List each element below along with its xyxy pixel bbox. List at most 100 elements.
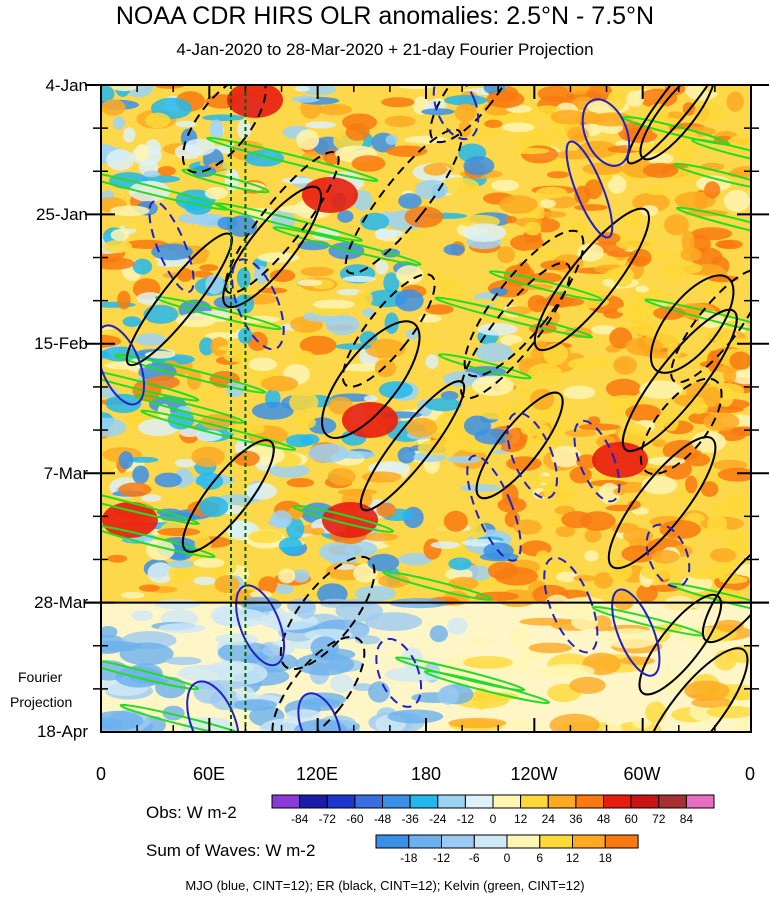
- colorbar-swatch: [539, 834, 574, 849]
- obs-cell: [337, 210, 354, 223]
- y-tick-label-3: 7-Mar: [43, 464, 88, 483]
- colorbar-tick-label: 72: [652, 812, 666, 826]
- er-contour: [475, 391, 564, 500]
- obs-cell: [101, 417, 127, 437]
- obs-cell: [134, 144, 149, 162]
- obs-cell: [652, 439, 667, 448]
- colorbar-swatch: [685, 794, 715, 809]
- obs-cell: [269, 269, 296, 282]
- obs-cell: [251, 401, 294, 420]
- obs-cell: [628, 500, 641, 510]
- kelvin-contour: [134, 393, 246, 424]
- obs-cell: [362, 308, 375, 317]
- obs-cell: [626, 90, 645, 107]
- kelvin-contour: [437, 353, 532, 380]
- obs-cell: [446, 455, 481, 464]
- colorbar-swatch: [437, 794, 466, 809]
- obs-cell: [542, 211, 567, 218]
- obs-cell: [448, 557, 472, 571]
- proj-cell: [571, 612, 599, 630]
- colorbar-tick-label: -18: [400, 851, 418, 865]
- obs-cell: [549, 234, 564, 243]
- obs-cell: [360, 212, 390, 231]
- obs-cell: [218, 345, 243, 352]
- colorbar-swatch: [575, 794, 605, 809]
- obs-cell: [638, 88, 678, 108]
- obs-cell: [613, 356, 638, 375]
- colorbar-swatch: [375, 834, 410, 849]
- obs-cell: [587, 416, 601, 426]
- x-tick-label-4: 120W: [510, 764, 558, 784]
- obs-cell: [101, 99, 126, 116]
- obs-cell: [577, 243, 604, 262]
- obs-cell: [310, 527, 325, 536]
- colorbar-swatch: [299, 794, 328, 809]
- obs-cell: [443, 510, 468, 532]
- obs-cell: [191, 446, 225, 467]
- wave-contours: [101, 85, 751, 732]
- obs-cell: [397, 446, 416, 464]
- proj-cell: [541, 663, 595, 679]
- obs-cell: [112, 116, 126, 130]
- obs-cell: [513, 519, 542, 535]
- obs-cell: [237, 119, 252, 140]
- obs-cell: [502, 122, 535, 133]
- obs-legend-label: Obs: W m-2: [146, 803, 237, 822]
- proj-cell: [101, 640, 142, 652]
- colorbar-swatch: [520, 794, 549, 809]
- obs-cell: [147, 562, 174, 584]
- proj-cell: [528, 642, 573, 654]
- colorbar-tick-label: 24: [541, 812, 555, 826]
- obs-cell: [681, 230, 695, 253]
- colorbar-tick-label: 84: [679, 812, 694, 826]
- proj-cell: [233, 699, 277, 711]
- obs-cell: [154, 472, 183, 488]
- obs-cell: [506, 456, 542, 472]
- obs-cell: [608, 560, 633, 582]
- obs-cell: [460, 484, 501, 492]
- y-tick-label-1: 25-Jan: [36, 205, 88, 224]
- obs-cell: [301, 85, 337, 96]
- obs-cell: [291, 95, 320, 103]
- obs-cell: [518, 249, 562, 260]
- colorbar-tick-label: 60: [624, 812, 638, 826]
- obs-cell: [297, 279, 323, 287]
- kelvin-contour: [101, 365, 200, 402]
- proj-cell: [603, 722, 623, 732]
- obs-cell: [175, 313, 217, 328]
- obs-cell: [700, 481, 719, 497]
- colorbar-swatch: [473, 834, 508, 849]
- chart-subtitle: 4-Jan-2020 to 28-Mar-2020 + 21-day Fouri…: [176, 40, 594, 59]
- mjo-contour: [506, 411, 558, 500]
- obs-cell: [723, 189, 751, 212]
- obs-cell: [610, 522, 640, 534]
- obs-cell: [248, 530, 283, 544]
- colorbar-tick-label: 6: [536, 851, 544, 865]
- colorbar-tick-label: -12: [456, 812, 475, 826]
- obs-cell: [546, 171, 570, 179]
- obs-cell: [381, 97, 415, 108]
- obs-cell: [293, 350, 315, 366]
- kelvin-contour: [668, 582, 751, 618]
- obs-cell: [505, 427, 528, 448]
- obs-cell: [590, 325, 617, 335]
- obs-cell: [217, 216, 238, 230]
- er-contour: [271, 635, 366, 732]
- kelvin-contour: [101, 524, 216, 559]
- obs-cell: [362, 532, 398, 542]
- obs-cell: [561, 511, 593, 529]
- plot-frame: [85, 84, 769, 733]
- er-contour: [359, 380, 466, 512]
- colorbar-swatch: [464, 794, 494, 809]
- obs-cell: [204, 332, 245, 339]
- obs-cell: [547, 310, 560, 325]
- obs-cell: [289, 391, 319, 414]
- proj-cell: [684, 680, 730, 701]
- colorbar-tick-label: 36: [569, 812, 583, 826]
- obs-cell: [423, 163, 448, 176]
- obs-cell: [486, 90, 525, 109]
- colorbar-tick-label: -24: [429, 812, 447, 826]
- obs-cell: [103, 240, 133, 253]
- colorbar-swatch: [603, 794, 632, 809]
